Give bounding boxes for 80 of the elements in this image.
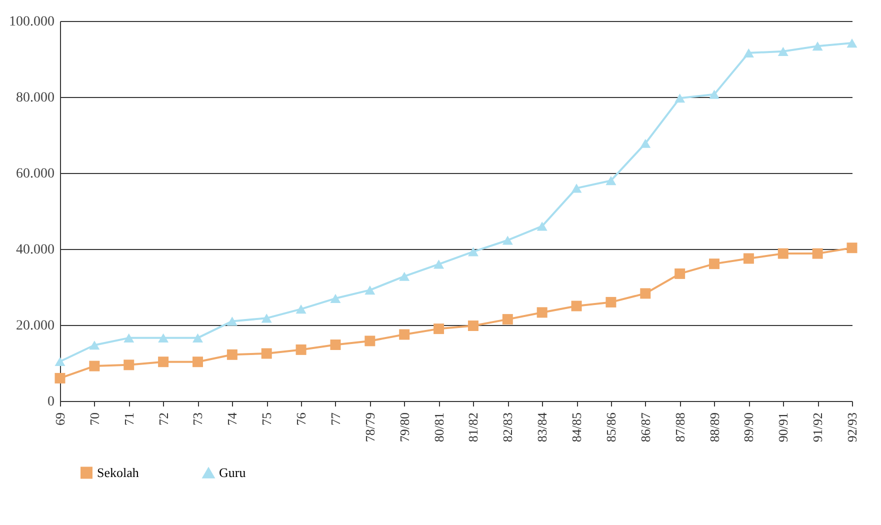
point [434,260,444,269]
point [364,286,376,295]
point [812,42,823,51]
point [261,314,272,323]
point [674,268,686,279]
x-tick-label: 81/82 [466,412,481,442]
x-tick-label: 83/84 [534,412,550,442]
point [434,324,444,334]
point [54,356,66,366]
point [571,184,582,193]
point [261,348,272,359]
point [192,356,203,368]
point [226,349,238,360]
point [536,307,548,318]
point [709,90,720,99]
x-tick-label: 86/87 [638,412,653,442]
point [192,333,203,342]
x-tick-label: 89/90 [741,412,756,442]
x-tick-label: 90/91 [776,412,791,442]
point [468,247,478,256]
x-tick-label: 70 [86,412,102,426]
point [124,360,134,370]
point [364,336,376,346]
x-tick-label: 79/80 [396,412,412,442]
x-tick-label: 72 [156,412,171,426]
point [606,296,616,308]
x-tick-label: 74 [224,412,240,426]
point [606,176,616,186]
point [571,300,582,312]
point [709,258,720,270]
point [812,248,823,259]
point [674,94,686,103]
point [743,253,754,264]
x-tick-label: 73 [190,412,206,426]
x-tick-label: 78/79 [362,412,378,442]
point [846,242,858,254]
point [640,288,651,299]
point [158,333,169,342]
point [296,344,306,355]
x-tick-label: 91/92 [810,412,826,442]
point [399,329,410,340]
point [330,294,341,303]
point [399,272,410,281]
y-tick-label: 20.000 [16,318,54,334]
x-tick-label: 85/86 [603,412,618,442]
x-tick-label: 76 [294,412,309,426]
legend-label: Guru [219,465,246,480]
point [330,340,341,350]
point [502,314,513,325]
x-tick-label: 69 [52,412,68,426]
y-tick-label: 80.000 [16,90,54,106]
y-tick-label: 0 [48,394,54,410]
x-tick-label: 87/88 [672,412,688,442]
x-tick-label: 80/81 [431,412,446,442]
x-tick-label: 77 [328,412,343,426]
point [54,372,66,384]
point [778,46,788,56]
point [778,248,788,259]
point [640,138,651,148]
point [846,38,858,48]
x-tick-label: 92/93 [844,412,860,442]
x-tick-label: 71 [121,412,136,426]
point [124,333,134,342]
point [89,360,100,372]
x-tick-label: 75 [259,412,274,426]
point [468,320,478,332]
point [296,304,306,314]
point [226,316,238,326]
x-tick-label: 84/85 [569,412,584,442]
y-tick-label: 100.000 [9,14,54,30]
point [502,236,513,245]
x-tick-label: 88/89 [706,412,722,442]
legend-label: Sekolah [97,464,140,480]
x-tick-label: 82/83 [500,412,516,442]
point [158,356,169,368]
point [89,340,100,350]
y-tick-label: 40.000 [16,242,54,258]
point [743,48,754,58]
y-tick-label: 60.000 [16,166,54,182]
point [536,222,548,231]
